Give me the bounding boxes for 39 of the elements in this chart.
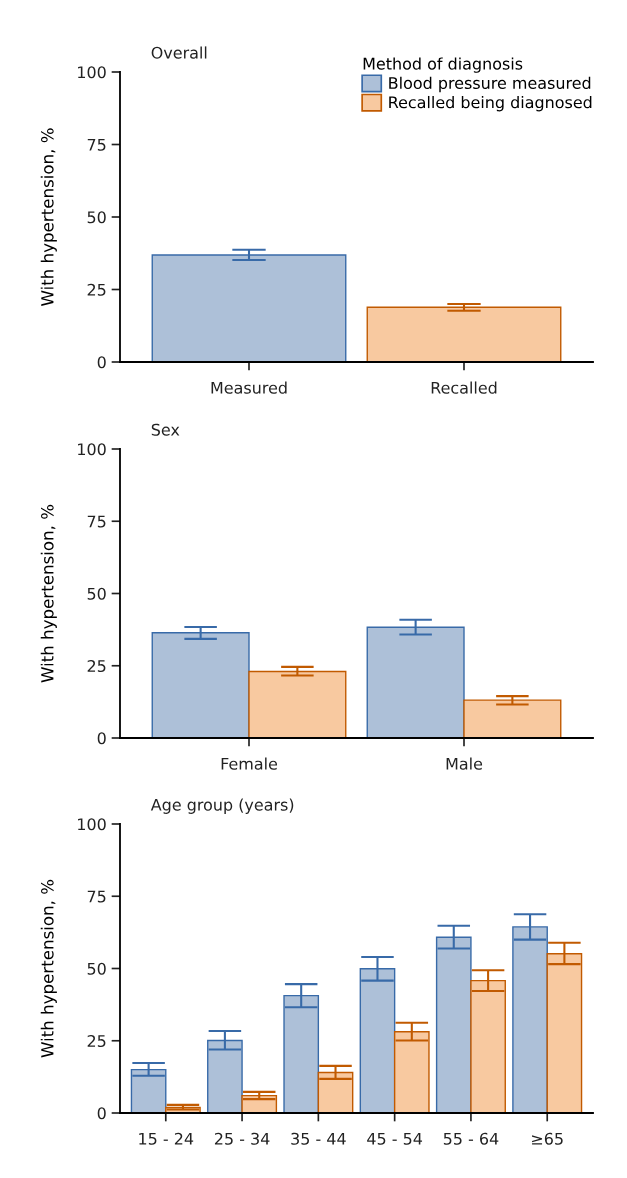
legend-label: Recalled being diagnosed bbox=[389, 95, 592, 112]
legend-label: Blood pressure measured bbox=[389, 76, 591, 93]
bar bbox=[130, 1068, 167, 1113]
x-tick-label: 25 - 34 bbox=[214, 1132, 270, 1145]
x-tick-label: 35 - 44 bbox=[291, 1132, 346, 1145]
y-tick-label: 75 bbox=[87, 138, 106, 151]
y-tick-label: 100 bbox=[78, 66, 106, 79]
bar bbox=[317, 1071, 354, 1113]
x-tick-label: 45 - 54 bbox=[367, 1132, 423, 1145]
x-tick-label: 15 - 24 bbox=[139, 1132, 194, 1145]
y-tick-label: 75 bbox=[87, 890, 106, 903]
y-tick-label: 50 bbox=[87, 211, 106, 224]
y-tick-label: 0 bbox=[97, 1107, 106, 1120]
y-tick-label: 50 bbox=[87, 587, 106, 600]
bar bbox=[248, 670, 347, 738]
y-tick-label: 75 bbox=[87, 515, 106, 528]
chart-title: Overall bbox=[151, 46, 207, 59]
y-tick-label: 50 bbox=[87, 962, 106, 975]
chart-title: Age group (years) bbox=[150, 798, 294, 814]
y-tick-label: 0 bbox=[97, 356, 106, 369]
y-tick-label: 25 bbox=[87, 1034, 106, 1048]
y-axis-title: With hypertension, % bbox=[40, 128, 57, 306]
chart-title: Sex bbox=[151, 423, 180, 436]
y-tick-label: 0 bbox=[97, 732, 106, 745]
x-tick-label: Male bbox=[446, 757, 483, 770]
x-tick-label: Recalled bbox=[431, 381, 497, 394]
bar bbox=[463, 699, 562, 738]
legend-title: Method of diagnosis bbox=[363, 57, 523, 73]
y-tick-label: 100 bbox=[78, 818, 106, 831]
x-tick-label: Female bbox=[221, 757, 278, 770]
x-tick-label: ≥65 bbox=[532, 1132, 563, 1145]
y-tick-label: 25 bbox=[87, 659, 106, 673]
x-tick-label: 55 - 64 bbox=[443, 1132, 499, 1145]
y-tick-label: 25 bbox=[87, 283, 106, 296]
y-axis-title: With hypertension, % bbox=[40, 504, 57, 683]
bar bbox=[151, 632, 250, 738]
y-axis-title: With hypertension, % bbox=[40, 879, 57, 1058]
x-tick-label: Measured bbox=[211, 381, 287, 394]
y-tick-label: 100 bbox=[78, 443, 106, 456]
